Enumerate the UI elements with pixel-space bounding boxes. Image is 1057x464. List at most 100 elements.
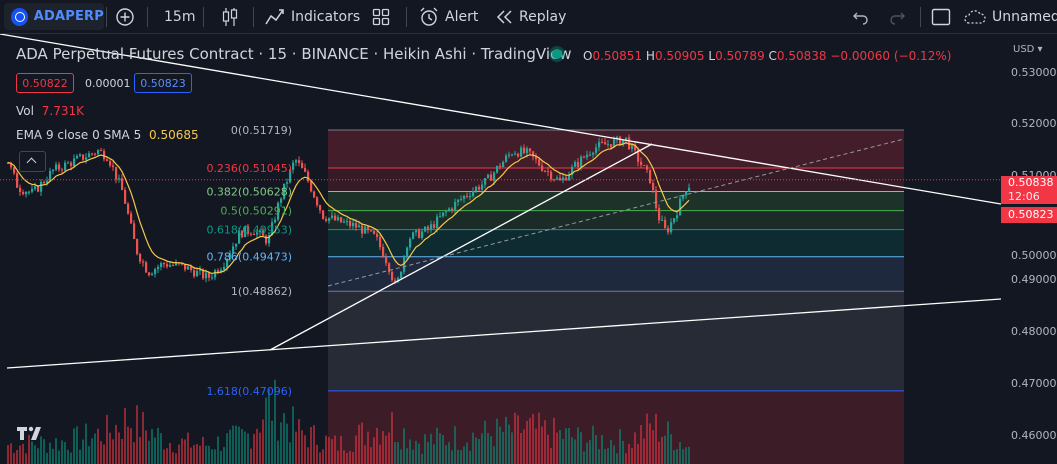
volume-bar: [466, 442, 468, 464]
alert-button[interactable]: Alert: [418, 0, 478, 33]
candle-body: [31, 188, 34, 192]
volume-bar: [511, 432, 513, 464]
candle-body: [517, 153, 520, 157]
candle-body: [622, 140, 625, 146]
candle-body: [463, 195, 466, 200]
fib-retracement[interactable]: [328, 129, 904, 464]
candle-body: [577, 162, 580, 167]
candle-body: [559, 177, 562, 181]
trend-lines[interactable]: [0, 34, 1001, 369]
grid-icon: [372, 8, 390, 25]
volume-bar: [31, 441, 33, 464]
volume-bar: [607, 448, 609, 464]
compare-symbol-button[interactable]: [115, 0, 135, 33]
volume-bar: [568, 427, 570, 464]
volume-bar: [334, 435, 336, 464]
currency-selector[interactable]: USD ▾: [1013, 44, 1043, 55]
fib-trend-line[interactable]: [269, 143, 653, 351]
chart-type-button[interactable]: [220, 0, 240, 33]
layout-save-button[interactable]: Unnamed: [963, 0, 1057, 33]
replay-button[interactable]: Replay: [496, 0, 566, 33]
volume-bar: [64, 442, 66, 464]
candle-body: [280, 198, 283, 203]
candle-body: [538, 159, 541, 166]
volume-bar: [169, 443, 171, 464]
volume-bar: [343, 450, 345, 464]
ohlc-close-key: C: [768, 49, 777, 63]
volume-bar: [229, 429, 231, 464]
volume-bar: [226, 433, 228, 464]
candle-body: [415, 230, 418, 233]
volume-bar: [454, 426, 456, 464]
volume-bar: [52, 448, 54, 464]
candle-body: [547, 170, 550, 172]
volume-bar: [139, 437, 141, 464]
descending-trend-line[interactable]: [0, 34, 1001, 205]
volume-bar: [421, 453, 423, 464]
volume-bar: [592, 425, 594, 464]
candle-body: [271, 222, 274, 235]
candle-body: [529, 148, 532, 152]
indicators-button[interactable]: Indicators: [264, 0, 360, 33]
candle-body: [205, 272, 208, 279]
ascending-support-line[interactable]: [6, 298, 1001, 369]
candle-body: [265, 235, 268, 244]
candle-body: [88, 153, 91, 158]
candle-body: [307, 171, 310, 182]
buy-price-button[interactable]: 0.50823: [134, 73, 192, 93]
fib-level-label: 0.618(0.49953): [206, 224, 292, 237]
candle-body: [679, 198, 682, 216]
candle-body: [433, 224, 436, 228]
volume-bar: [118, 432, 120, 464]
volume-legend[interactable]: Vol 7.731K: [16, 104, 84, 118]
ohlc-low: 0.50789: [715, 49, 765, 63]
ema-legend[interactable]: EMA 9 close 0 SMA 5 0.50685: [16, 128, 199, 142]
candle-body: [55, 164, 58, 170]
volume-bar: [13, 452, 15, 464]
volume-bar: [490, 436, 492, 464]
volume-bar: [589, 440, 591, 464]
toolbar-divider: [920, 7, 921, 27]
sell-price-button[interactable]: 0.50822: [16, 73, 74, 93]
collapse-legend-button[interactable]: [19, 151, 46, 172]
candle-body: [235, 243, 238, 247]
fullscreen-button[interactable]: [931, 0, 951, 33]
volume-bar: [154, 437, 156, 464]
fib-diagonal-dashed-line[interactable]: [327, 138, 905, 287]
volume-bar: [121, 439, 123, 464]
candle-body: [565, 177, 568, 181]
volume-bar: [481, 433, 483, 464]
interval-button[interactable]: 15m: [164, 0, 195, 33]
rewind-icon: [496, 9, 512, 24]
candle-body: [511, 154, 514, 156]
candle-body: [334, 215, 337, 221]
tradingview-logo-icon[interactable]: [16, 425, 46, 441]
price-chart[interactable]: 0(0.51719) 0.236(0.51045) 0.382(0.50628) 0.…: [0, 34, 1001, 464]
undo-button[interactable]: [852, 0, 870, 33]
volume-bar: [646, 413, 648, 464]
price-axis[interactable]: [1001, 34, 1057, 464]
redo-icon: [890, 12, 905, 25]
candle-body: [553, 179, 556, 181]
ohlc-open-key: O: [583, 49, 593, 63]
square-icon: [931, 8, 951, 25]
ask-price-label: 0.50823: [1001, 207, 1057, 223]
candle-body: [466, 195, 469, 197]
candle-body: [550, 171, 553, 180]
volume-bar: [547, 434, 549, 464]
candle-body: [607, 144, 610, 146]
volume-bar: [262, 419, 264, 464]
candle-body: [595, 147, 598, 153]
symbol-label: ADAPERP: [33, 9, 104, 24]
volume-bar: [544, 420, 546, 464]
candle-body: [166, 264, 169, 267]
templates-button[interactable]: [372, 0, 390, 33]
candle-body: [388, 263, 391, 272]
volume-bar: [259, 432, 261, 464]
candle-body: [244, 226, 247, 238]
redo-button[interactable]: [888, 0, 906, 33]
candle-body: [526, 148, 529, 154]
symbol-search-button[interactable]: ADAPERP: [4, 3, 104, 30]
axis-tick-label: 0.46000: [1011, 429, 1057, 442]
volume-bar: [550, 447, 552, 464]
